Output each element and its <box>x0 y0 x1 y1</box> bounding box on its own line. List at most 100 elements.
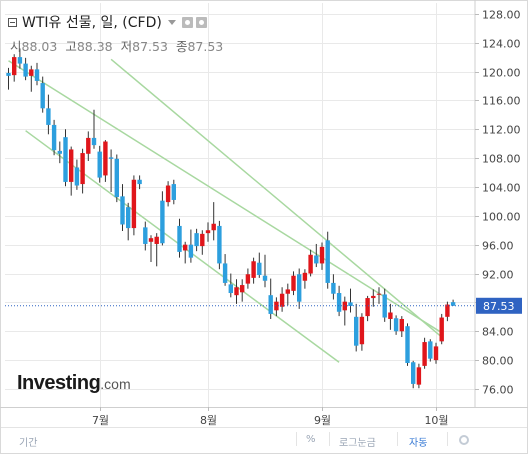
candle <box>34 62 40 86</box>
x-tick-label: 9월 <box>314 414 331 427</box>
ohlc-high: 고88.38 <box>65 39 113 54</box>
candle-body-down <box>23 63 28 77</box>
candle-body-up <box>422 342 427 366</box>
candle <box>228 273 233 298</box>
candle-body-up <box>308 254 313 274</box>
y-tick-label: 84.00 <box>482 326 514 339</box>
price-axis[interactable]: 76.0080.0084.0088.0092.0096.00100.00104.… <box>474 0 521 407</box>
candle <box>314 243 319 268</box>
candle-body-up <box>302 272 308 281</box>
candle-body-down <box>222 263 228 283</box>
candle-body-down <box>393 318 399 332</box>
channel-line[interactable] <box>8 60 443 334</box>
candle <box>12 54 17 82</box>
time-axis[interactable]: 7월 8월 9월 10월 <box>0 407 528 427</box>
candle-body-up <box>29 69 34 76</box>
candle <box>336 285 342 317</box>
chart-title: WTI유 선물, 일, (CFD) <box>22 15 162 31</box>
candle-body-down <box>194 233 199 247</box>
candle <box>262 254 268 288</box>
candle <box>222 254 228 286</box>
candle-body-down <box>126 207 131 229</box>
candle-body-down <box>137 179 142 185</box>
candle-body-up <box>274 301 279 311</box>
candle-body-up <box>416 367 422 385</box>
candle <box>137 175 142 190</box>
y-tick-label: 116.00 <box>482 95 521 108</box>
candle-body-down <box>34 69 40 81</box>
channel-line[interactable] <box>110 58 443 338</box>
candle <box>359 313 365 351</box>
candle <box>405 323 410 366</box>
candle-body-up <box>433 346 439 361</box>
candle-body-down <box>262 275 268 281</box>
gear-icon[interactable] <box>181 16 193 28</box>
gear-icon[interactable] <box>459 435 469 445</box>
candle-body-down <box>57 150 62 154</box>
candle <box>279 287 285 312</box>
auto-scale-button[interactable]: 자동 <box>409 438 428 449</box>
candle-body-down <box>120 196 125 225</box>
candle <box>291 271 296 296</box>
candle <box>23 57 28 81</box>
candle-body-up <box>376 293 382 295</box>
candle-body-down <box>40 83 45 109</box>
candle-body-down <box>228 284 233 294</box>
candle <box>376 287 382 304</box>
last-price-label: 87.53 <box>483 300 515 313</box>
y-tick-label: 100.00 <box>482 211 521 224</box>
y-tick-label: 96.00 <box>482 240 514 253</box>
candle <box>211 202 216 241</box>
candle <box>40 76 45 113</box>
candle-body-up <box>319 246 325 264</box>
percent-scale-button[interactable]: % <box>306 434 316 445</box>
candle <box>17 48 23 69</box>
candle <box>319 242 325 270</box>
candle-body-down <box>450 302 456 306</box>
candle-body-up <box>200 233 205 247</box>
candle <box>393 315 399 335</box>
candle-body-up <box>80 153 85 185</box>
candle-body-down <box>268 295 273 314</box>
candle <box>445 301 450 322</box>
trend-channel-lines <box>8 58 443 363</box>
candle-body-down <box>336 293 342 312</box>
candle <box>354 303 359 352</box>
candle-body-down <box>46 108 51 125</box>
candle <box>131 175 137 236</box>
candle-body-up <box>279 293 285 307</box>
candle-body-down <box>411 362 416 384</box>
candle-body-up <box>12 57 17 76</box>
candle <box>69 146 74 196</box>
candle-body-up <box>103 141 108 176</box>
candle <box>194 228 199 252</box>
footer-divider <box>397 432 398 446</box>
candle-body-down <box>6 72 11 76</box>
candle-body-up <box>211 223 216 231</box>
candle <box>80 148 85 194</box>
log-scale-button[interactable]: 로그눈금 <box>339 438 376 449</box>
close-icon[interactable] <box>195 16 207 28</box>
chevron-down-icon[interactable] <box>167 19 176 25</box>
candle <box>371 289 376 307</box>
candle-body-up <box>86 137 91 154</box>
candle <box>450 299 456 306</box>
y-tick-label: 112.00 <box>482 124 521 137</box>
candle-body-down <box>171 184 176 200</box>
candle <box>183 241 188 264</box>
candle <box>428 339 433 362</box>
collapse-icon[interactable] <box>8 17 17 27</box>
period-button[interactable]: 기간 <box>19 438 38 449</box>
candle-body-up <box>240 285 245 293</box>
candle-body-up <box>183 244 188 251</box>
x-tick-label: 8월 <box>200 414 217 427</box>
candle-body-up <box>388 312 393 319</box>
candle-body-down <box>114 158 119 198</box>
candle <box>29 65 34 92</box>
candle <box>46 94 51 135</box>
candle <box>268 278 273 319</box>
candle-body-down <box>51 124 57 151</box>
candle <box>285 283 290 306</box>
candle-body-up <box>154 236 159 244</box>
